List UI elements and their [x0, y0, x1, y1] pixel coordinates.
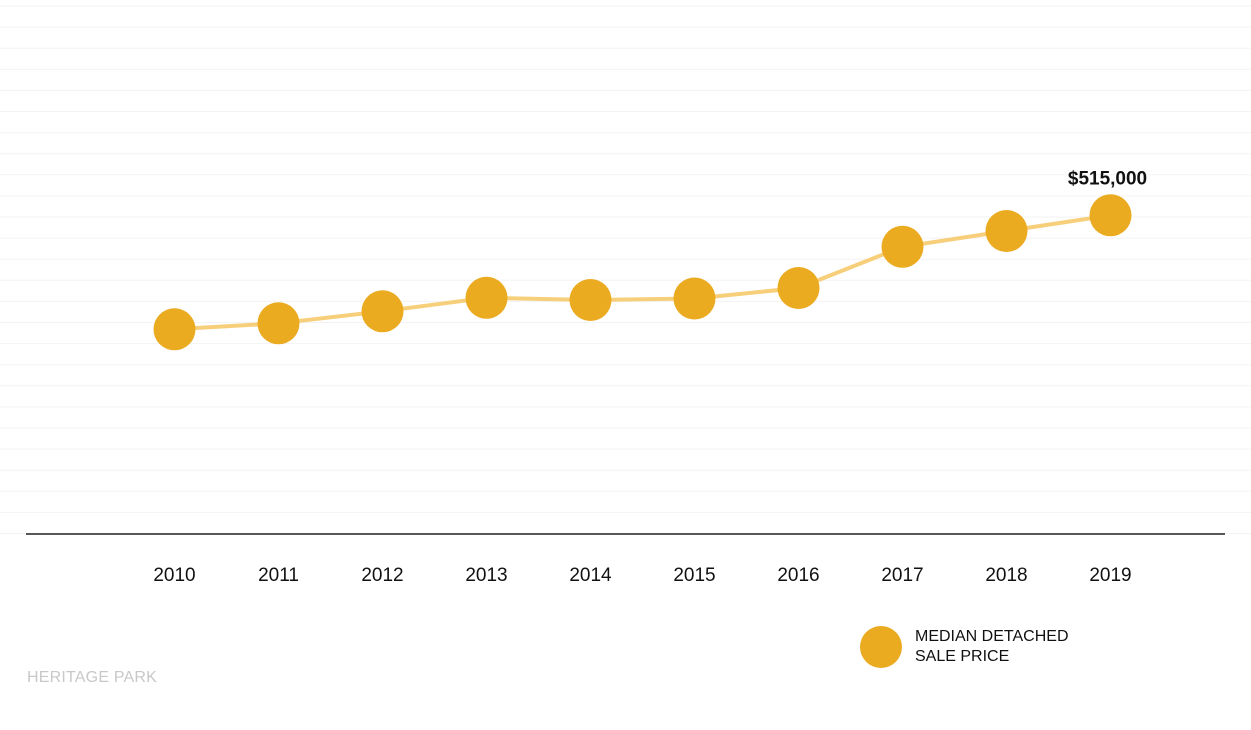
data-point-2013 — [465, 276, 508, 319]
x-tick-label-2018: 2018 — [985, 565, 1027, 586]
x-axis-ticks: 2010 2011 2012 2013 2014 2015 2016 2017 2018 2019 — [153, 565, 1131, 586]
x-tick-label-2014: 2014 — [569, 565, 612, 586]
data-point-2015 — [673, 277, 716, 320]
series-median-detached-sale-price — [153, 194, 1132, 351]
x-tick-label-2015: 2015 — [673, 565, 715, 586]
x-tick-label-2010: 2010 — [153, 565, 195, 586]
x-tick-label-2016: 2016 — [777, 565, 819, 586]
data-point-2014 — [569, 279, 612, 321]
data-point-2019 — [1089, 194, 1132, 237]
data-point-2018 — [985, 210, 1028, 252]
data-point-2011 — [257, 302, 300, 345]
x-tick-label-2012: 2012 — [361, 565, 403, 586]
legend-marker — [860, 626, 902, 668]
gridlines — [0, 5, 1251, 534]
data-point-2017 — [881, 225, 924, 268]
x-tick-label-2019: 2019 — [1089, 565, 1131, 586]
legend: MEDIAN DETACHED SALE PRICE — [860, 626, 1095, 668]
brand-watermark: Heritage Park — [27, 669, 158, 686]
data-point-2016 — [777, 267, 820, 309]
x-tick-label-2017: 2017 — [881, 565, 923, 586]
data-point-2010 — [153, 308, 196, 351]
series-line — [172, 213, 1113, 332]
data-annotations: $515,000 — [1068, 168, 1147, 189]
data-label-2019: $515,000 — [1068, 168, 1147, 189]
data-point-2012 — [361, 290, 404, 333]
x-tick-label-2013: 2013 — [465, 565, 507, 586]
x-tick-label-2011: 2011 — [258, 565, 299, 586]
legend-label: MEDIAN DETACHED SALE PRICE — [915, 628, 1069, 665]
